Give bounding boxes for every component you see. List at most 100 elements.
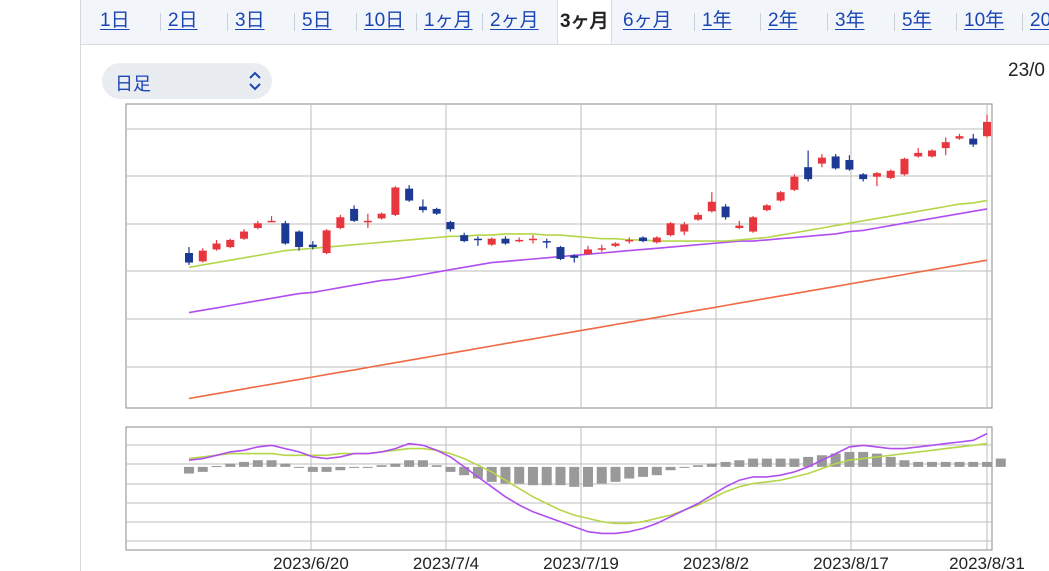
tab-11[interactable]: 2年 [768, 10, 798, 31]
candle-body [927, 150, 936, 157]
macd-histogram-bar [335, 466, 346, 471]
candle-body [212, 243, 221, 250]
candle-body [350, 208, 359, 221]
tab-8[interactable]: 3ヶ月 [557, 0, 612, 44]
candle-body [872, 173, 881, 177]
candle-body [185, 253, 193, 263]
macd-pane-frame [125, 426, 993, 551]
macd-histogram-bar [445, 466, 456, 472]
macd-histogram-bar [693, 465, 704, 467]
macd-histogram-bar [197, 466, 208, 472]
macd-histogram-bar [871, 453, 882, 467]
candle-body [528, 238, 537, 241]
left-blank-pane [0, 0, 80, 571]
tab-15[interactable]: 20 [1030, 10, 1049, 31]
candle-body [281, 223, 290, 244]
candle-body [639, 237, 648, 242]
ma-long-line [188, 259, 988, 400]
macd-histogram-bar [486, 466, 497, 482]
candle-period-select[interactable]: 日足 [102, 63, 272, 99]
tab-3[interactable]: 3日 [235, 10, 265, 31]
candle-body [363, 220, 372, 223]
candle-body [295, 231, 304, 248]
candle-body [515, 239, 524, 242]
macd-histogram-bar [734, 460, 745, 467]
x-tick-label: 2023/8/17 [813, 554, 889, 571]
macd-histogram-bar [280, 463, 291, 467]
candle-body [707, 201, 716, 212]
candle-body [680, 224, 689, 232]
candle-body [570, 255, 579, 258]
macd-histogram-bar [982, 461, 992, 467]
macd-histogram-bar [225, 463, 236, 467]
candle-body [790, 176, 799, 190]
candle-body [735, 225, 744, 228]
tab-10[interactable]: 1年 [702, 10, 732, 31]
candle-body [625, 239, 634, 242]
tab-4[interactable]: 5日 [302, 10, 332, 31]
macd-histogram-bar [583, 466, 593, 487]
macd-histogram-bar [569, 466, 580, 487]
candle-body [418, 206, 427, 211]
x-tick-label: 2023/7/4 [413, 554, 479, 571]
tab-1[interactable]: 1日 [100, 10, 130, 31]
candle-body [611, 243, 620, 246]
tab-separator [160, 13, 161, 31]
macd-histogram-bar [665, 466, 676, 471]
candle-period-value: 日足 [115, 74, 151, 94]
macd-histogram-bar [858, 451, 869, 467]
candle-body [226, 239, 235, 248]
tab-9[interactable]: 6ヶ月 [623, 10, 672, 31]
candle-body [253, 223, 262, 228]
candle-body [694, 214, 703, 220]
tab-5[interactable]: 10日 [364, 10, 405, 31]
macd-histogram-bar [417, 460, 428, 467]
macd-signal-line [188, 442, 988, 525]
macd-histogram-bar [294, 466, 305, 468]
x-tick-label: 2023/7/19 [543, 554, 619, 571]
candle-body [377, 213, 386, 219]
macd-histogram-bar [239, 461, 250, 467]
macd-histogram-bar [775, 458, 786, 467]
tab-14[interactable]: 10年 [964, 10, 1005, 31]
candle-body [914, 152, 923, 157]
tab-separator [827, 13, 828, 31]
date-readout: 23/0 [1008, 60, 1045, 81]
macd-histogram-bar [968, 461, 979, 467]
pane-divider [80, 0, 81, 571]
candle-body [584, 249, 592, 255]
macd-histogram-bar [596, 466, 607, 484]
macd-histogram-bar [431, 465, 442, 467]
tab-13[interactable]: 5年 [902, 10, 932, 31]
macd-histogram-bar [252, 460, 263, 467]
macd-histogram-bar [803, 456, 814, 467]
macd-histogram-bar [789, 458, 800, 467]
macd-histogram-bar [500, 466, 511, 484]
tab-separator [1022, 13, 1023, 31]
x-tick-label: 2023/8/31 [949, 554, 1025, 571]
candle-body [487, 238, 496, 245]
macd-histogram-bar [266, 460, 277, 467]
candle-body [804, 167, 813, 180]
macd-histogram-bar [390, 463, 401, 467]
macd-line [188, 432, 988, 535]
tab-7[interactable]: 2ヶ月 [490, 10, 539, 31]
tab-6[interactable]: 1ヶ月 [424, 10, 473, 31]
candle-body [556, 247, 565, 259]
macd-histogram-bar [995, 458, 1006, 467]
candle-body [267, 220, 276, 223]
macd-histogram-bar [899, 460, 910, 467]
candle-body [859, 174, 868, 180]
candle-body [391, 187, 400, 215]
tab-12[interactable]: 3年 [835, 10, 865, 31]
candle-body [817, 157, 826, 164]
x-tick-label: 2023/8/2 [683, 554, 749, 571]
candle-body [749, 217, 758, 232]
tab-2[interactable]: 2日 [168, 10, 198, 31]
candle-body [308, 244, 317, 248]
candle-body [198, 250, 207, 262]
macd-histogram-bar [651, 466, 662, 476]
macd-histogram-bar [321, 466, 332, 472]
x-tick-label: 2023/6/20 [273, 554, 349, 571]
ma-short-line [188, 199, 988, 269]
